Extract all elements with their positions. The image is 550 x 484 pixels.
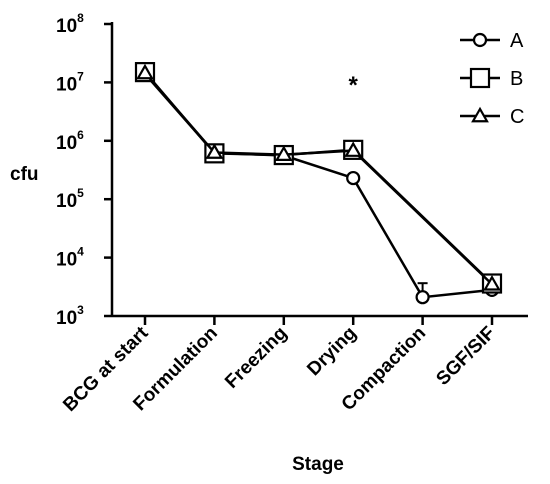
legend-item-A: A: [460, 30, 524, 52]
legend-label: A: [510, 30, 524, 52]
data-point: [205, 143, 224, 159]
data-point: [344, 141, 363, 157]
significance-marker: *: [349, 72, 359, 99]
data-point: [136, 63, 154, 80]
series-group: *: [134, 62, 503, 305]
legend-label: B: [510, 68, 523, 90]
y-tick-exponent: 8: [77, 11, 84, 25]
legend: ABC: [460, 30, 524, 128]
y-tick-label: 107: [56, 69, 84, 95]
data-point: [346, 170, 361, 186]
y-axis-title: cfu: [10, 164, 39, 185]
data-point: [483, 275, 501, 291]
x-tick-label: SGF/SIF: [432, 323, 499, 390]
y-tick-label: 103: [56, 303, 84, 329]
y-tick-label: 108: [56, 11, 84, 37]
series-B: [134, 62, 503, 294]
series-line: [144, 73, 493, 299]
data-point: [415, 290, 430, 305]
x-tick-label: Drying: [303, 323, 360, 380]
data-point: [274, 145, 293, 161]
series-line: [144, 72, 493, 286]
y-tick-label: 104: [56, 245, 84, 271]
series-C: [136, 63, 501, 291]
axes: [110, 22, 528, 318]
legend-label: C: [510, 106, 524, 128]
series-line: [144, 71, 493, 285]
y-tick-label: 106: [56, 128, 84, 154]
y-tick-exponent: 4: [77, 245, 84, 259]
series-A: [137, 66, 500, 305]
y-tick-exponent: 5: [77, 186, 84, 200]
y-tick-label: 105: [56, 186, 84, 212]
y-tick-exponent: 7: [77, 69, 84, 83]
data-point: [471, 106, 489, 123]
y-axis-ticks: 103 104 105 106 107 108: [56, 11, 112, 329]
x-tick-label: Freezing: [221, 323, 291, 393]
legend-item-C: C: [460, 106, 524, 128]
y-tick-exponent: 6: [77, 128, 84, 142]
legend-item-B: B: [460, 67, 523, 90]
data-point: [472, 32, 488, 48]
x-axis-title: Stage: [292, 454, 344, 475]
data-point: [469, 67, 491, 89]
y-tick-exponent: 3: [77, 303, 84, 317]
